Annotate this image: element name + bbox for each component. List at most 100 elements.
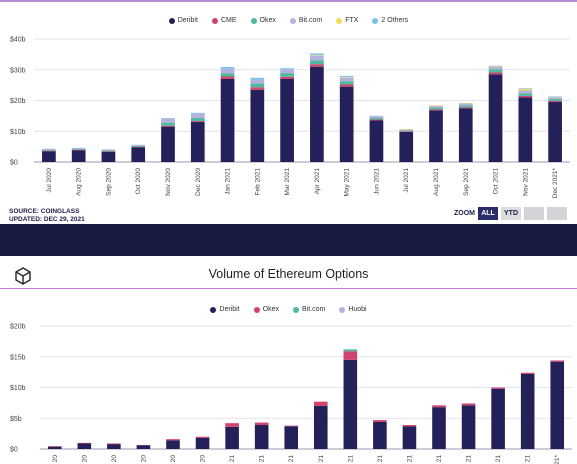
- legend-label: Huobi: [348, 306, 367, 313]
- bar-segment: [250, 77, 265, 80]
- zoom-all-button[interactable]: ALL: [478, 207, 498, 220]
- bar-segment: [518, 88, 533, 91]
- bar-segment: [491, 388, 505, 449]
- x-tick-label: Oct 2021: [493, 168, 500, 195]
- y-tick-label: $30b: [10, 67, 26, 74]
- x-tick-label: 20: [81, 455, 88, 463]
- bar-segment: [488, 69, 503, 73]
- legend-label: FTX: [345, 17, 359, 24]
- bar-segment: [131, 147, 146, 162]
- bar-segment: [101, 150, 116, 152]
- chart-legend: Deribit CME Okex Bit.com FTX 2 Others: [0, 17, 577, 24]
- legend-label: Deribit: [177, 17, 198, 24]
- x-tick-label: 21*: [554, 455, 561, 464]
- bar-segment: [548, 102, 562, 162]
- bar-segment: [550, 361, 565, 449]
- bar-segment: [429, 109, 443, 111]
- bar-segment: [220, 73, 235, 77]
- x-tick-label: Dec 2020: [195, 168, 202, 196]
- bar-segment: [280, 69, 294, 74]
- the-block-cube-logo-icon: [15, 267, 31, 285]
- bar-segment: [458, 102, 473, 104]
- y-tick-label: $10b: [10, 385, 26, 392]
- legend-item[interactable]: 2 Others: [372, 17, 408, 24]
- bar-segment: [518, 95, 533, 98]
- legend-swatch: [339, 306, 346, 313]
- x-tick-label: Jan 2021: [225, 168, 232, 195]
- bar-segment: [432, 407, 446, 449]
- bar-segment: [339, 84, 354, 87]
- legend-item[interactable]: Bit.com: [289, 17, 322, 24]
- bar-segment: [310, 55, 324, 56]
- chart-panel-options-volume: Deribit CME Okex Bit.com FTX 2 Others $0 $10b $…: [0, 0, 577, 224]
- chart-footer: SOURCE: COINGLASS UPDATED: DEC 29, 2021: [9, 208, 85, 224]
- x-tick-label: Nov 2020: [165, 168, 172, 196]
- x-tick-label: Apr 2021: [314, 168, 321, 195]
- bar-segment: [548, 100, 562, 103]
- source-label: SOURCE: COINGLASS: [9, 208, 80, 215]
- x-tick-label: Nov 2021: [522, 168, 529, 196]
- legend-item[interactable]: Deribit: [210, 306, 240, 313]
- x-tick-label: Sep 2021: [463, 168, 470, 196]
- bar-segment: [190, 121, 205, 123]
- bar-segment: [225, 423, 239, 427]
- bar-segment: [429, 110, 443, 162]
- bar-segment: [280, 73, 294, 77]
- bar-segment: [461, 403, 476, 406]
- x-tick-label: May 2021: [344, 168, 351, 197]
- legend-item[interactable]: Huobi: [339, 306, 367, 313]
- bar-segment: [458, 103, 473, 106]
- legend-item[interactable]: Okex: [250, 17, 276, 24]
- bar-segment: [550, 360, 565, 362]
- bar-segment: [520, 373, 535, 449]
- bar-segment: [548, 97, 562, 99]
- bar-segment: [491, 387, 505, 389]
- legend-label: Okex: [259, 17, 276, 24]
- bar-segment: [195, 437, 210, 449]
- legend-item[interactable]: Bit.com: [292, 306, 325, 313]
- bar-segment: [71, 150, 86, 162]
- bar-segment: [399, 129, 414, 131]
- bar-segment: [71, 147, 86, 150]
- y-tick-label: $15b: [10, 354, 26, 361]
- bar-segment: [339, 81, 354, 85]
- bar-segment: [310, 64, 324, 67]
- legend-item[interactable]: Okex: [253, 306, 279, 313]
- zoom-extra-button-2[interactable]: [547, 207, 567, 220]
- chart-title: Volume of Ethereum Options: [208, 267, 369, 281]
- bar-segment: [131, 146, 146, 148]
- bar-segment: [47, 446, 62, 447]
- bar-segment: [518, 90, 533, 94]
- bar-segment: [107, 444, 121, 449]
- legend-item[interactable]: Deribit: [168, 17, 198, 24]
- legend-item[interactable]: CME: [211, 17, 237, 24]
- x-tick-label: 21: [229, 455, 236, 463]
- bar-segment: [42, 150, 56, 151]
- bar-segment: [190, 122, 205, 162]
- bar-segment: [313, 401, 328, 406]
- bar-segment: [432, 405, 446, 408]
- x-tick-label: Oct 2020: [135, 168, 142, 195]
- zoom-extra-button-1[interactable]: [524, 207, 544, 220]
- bar-segment: [429, 105, 443, 108]
- x-tick-label: 21: [525, 455, 532, 463]
- bar-segment: [161, 122, 175, 126]
- legend-label: 2 Others: [381, 17, 409, 24]
- legend-item[interactable]: FTX: [336, 17, 358, 24]
- x-tick-label: 21: [347, 455, 354, 463]
- bar-segment: [518, 97, 533, 162]
- bar-segment: [399, 129, 414, 130]
- bar-segment: [220, 66, 235, 69]
- bar-segment: [77, 442, 92, 444]
- zoom-ytd-button[interactable]: YTD: [501, 207, 521, 220]
- bar-segment: [310, 66, 324, 162]
- x-tick-label: 21: [495, 455, 502, 463]
- x-tick-label: Mar 2021: [284, 168, 291, 196]
- legend-swatch: [372, 17, 379, 24]
- legend-swatch: [253, 306, 260, 313]
- y-tick-label: $40b: [10, 37, 26, 44]
- bar-segment: [369, 118, 384, 120]
- stacked-bar-chart: $0 $10b $20b $30b $40b Jul 2020 Aug 2020 Sep 20…: [10, 37, 570, 198]
- bar-segment: [131, 144, 146, 147]
- bar-segment: [42, 148, 56, 151]
